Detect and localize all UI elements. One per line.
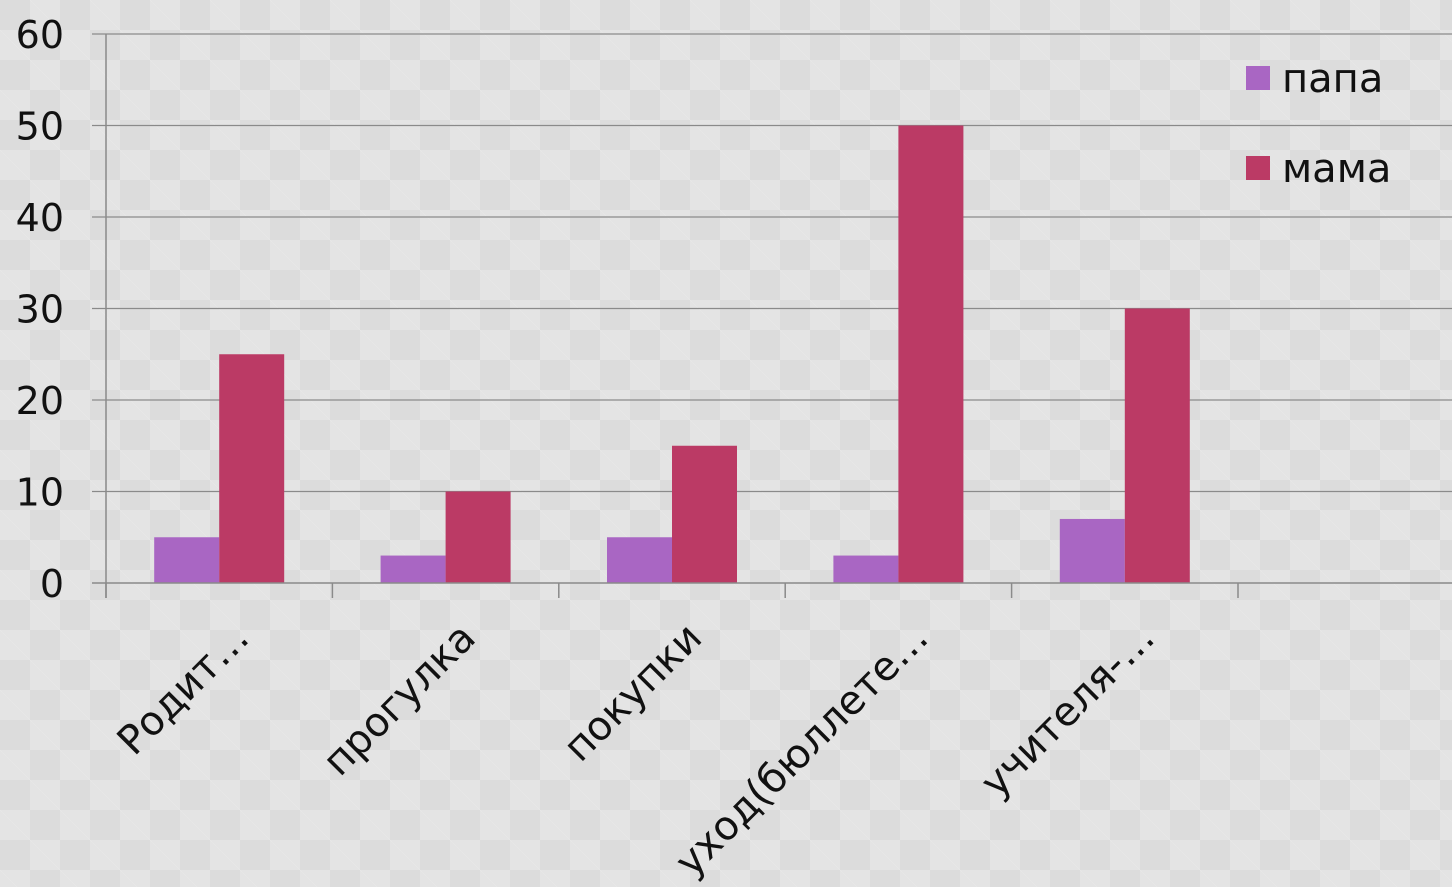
bar-mama	[219, 354, 285, 583]
bar-papa	[1059, 518, 1125, 583]
legend-swatch	[1246, 66, 1270, 90]
bar-papa	[154, 537, 220, 583]
bar-papa	[380, 555, 446, 583]
axes	[92, 34, 1452, 598]
y-tick-label: 50	[16, 105, 64, 149]
bar-mama	[445, 491, 511, 583]
y-tick-label: 60	[16, 13, 64, 57]
bars	[154, 125, 1190, 583]
y-tick-label: 40	[16, 196, 64, 240]
x-tick-label: Родит…	[109, 615, 259, 765]
gridlines	[92, 33, 1452, 493]
legend: папа мама	[1246, 56, 1391, 192]
y-tick-label: 20	[16, 379, 64, 423]
y-tick-label: 10	[16, 471, 64, 515]
legend-swatch	[1246, 156, 1270, 180]
bar-mama	[1124, 308, 1190, 583]
bar-mama	[672, 445, 737, 583]
legend-label: папа	[1282, 56, 1383, 102]
bar-papa	[607, 537, 672, 583]
x-tick-label: покупки	[555, 615, 711, 771]
y-tick-label: 0	[40, 562, 64, 606]
legend-label: мама	[1282, 146, 1391, 192]
x-tick-label: прогулка	[314, 615, 484, 785]
x-tick-label: уход(бюллете…	[667, 615, 938, 883]
x-tick-label: учителя-…	[972, 615, 1164, 807]
y-tick-labels: 0 10 20 30 40 50 60	[16, 13, 64, 606]
bar-papa	[833, 555, 899, 583]
y-tick-label: 30	[16, 288, 64, 332]
bar-mama	[898, 125, 964, 583]
